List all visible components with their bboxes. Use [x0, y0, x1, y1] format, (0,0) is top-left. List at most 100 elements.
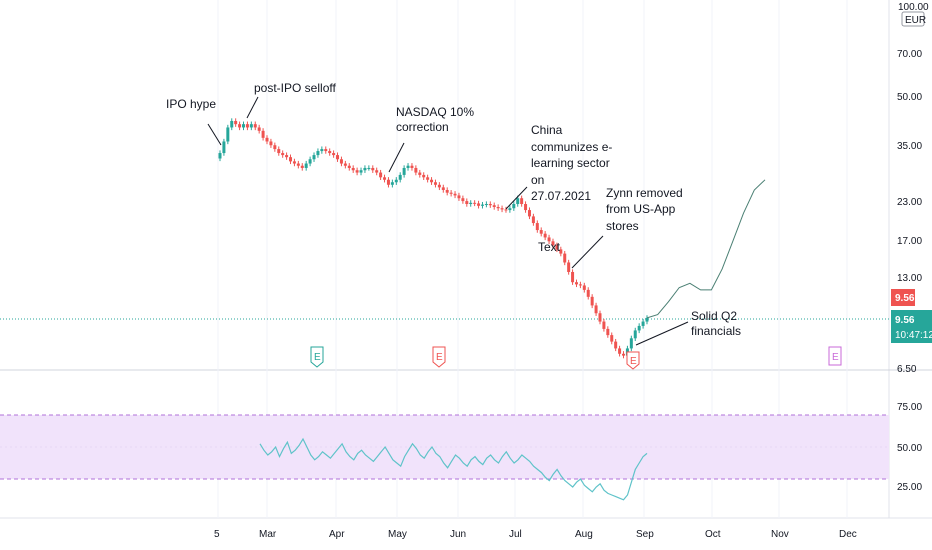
annotation-post-ipo-selloff[interactable]: post-IPO selloff	[246, 81, 336, 119]
candle-body	[265, 137, 269, 142]
time-tick: Jun	[450, 529, 466, 540]
candle-body	[477, 203, 481, 206]
candle-body	[520, 198, 524, 205]
candle-body	[571, 271, 575, 283]
candle-body	[449, 192, 453, 194]
time-tick: Aug	[575, 529, 593, 540]
candle-body	[359, 170, 363, 173]
annotation-nasdaq-correction[interactable]: NASDAQ 10% correction	[388, 105, 474, 173]
annotation-text[interactable]: Text	[538, 240, 561, 254]
rsi-axis[interactable]: 75.00 50.00 25.00	[897, 402, 922, 493]
rsi-tick: 75.00	[897, 402, 922, 413]
candle-body	[473, 202, 477, 204]
candle-body	[574, 282, 578, 285]
svg-text:E: E	[314, 352, 321, 363]
candle-body	[379, 172, 383, 178]
candle-body	[594, 305, 598, 314]
time-tick: May	[388, 529, 407, 540]
candle-body	[445, 189, 449, 193]
candle-body	[453, 193, 457, 196]
rsi-tick: 50.00	[897, 443, 922, 454]
price-tick: 50.00	[897, 92, 922, 103]
candle-body	[339, 159, 343, 164]
candle-body	[645, 317, 649, 322]
annotation-zynn[interactable]: Zynn removed from US-App stores	[571, 186, 683, 269]
price-axis[interactable]: 70.00 50.00 35.00 23.00 17.00 13.00 6.50	[897, 49, 922, 375]
candle-body	[586, 289, 590, 297]
candle-body	[402, 167, 406, 175]
candle-body	[559, 249, 563, 254]
time-axis[interactable]: 5 Mar Apr May Jun Jul Aug Sep Oct Nov De…	[214, 529, 857, 540]
candle-body	[633, 330, 637, 339]
candle-body	[230, 120, 234, 128]
candle-body	[582, 285, 586, 290]
candle-body	[398, 174, 402, 180]
time-tick: 5	[214, 529, 220, 540]
candle-body	[406, 165, 410, 168]
candle-body	[351, 167, 355, 171]
annotation-china-edu[interactable]: China communizes e- learning sector on 2…	[505, 123, 612, 210]
currency-badge[interactable]: EUR	[901, 11, 926, 27]
svg-text:27.07.2021: 27.07.2021	[531, 189, 591, 203]
candle-body	[422, 174, 426, 178]
candle-body	[292, 161, 296, 164]
candle-body	[547, 237, 551, 242]
time-tick: Dec	[839, 529, 857, 540]
svg-text:post-IPO selloff: post-IPO selloff	[254, 81, 336, 95]
svg-text:from US-App: from US-App	[606, 202, 676, 216]
candle-body	[390, 182, 394, 185]
candle-body	[590, 296, 594, 306]
earnings-marker[interactable]: E	[310, 346, 324, 368]
rsi-tick: 25.00	[897, 482, 922, 493]
candle-body	[492, 205, 496, 208]
projection-line	[646, 179, 766, 319]
annotation-ipo-hype[interactable]: IPO hype	[166, 97, 222, 146]
candle-body	[269, 141, 273, 146]
candle-body	[249, 124, 253, 128]
price-tick: 6.50	[897, 364, 917, 375]
candle-body	[496, 207, 500, 209]
candle-body	[273, 145, 277, 150]
price-tick: 13.00	[897, 273, 922, 284]
time-tick: Oct	[705, 529, 721, 540]
svg-text:IPO hype: IPO hype	[166, 97, 216, 111]
candle-body	[488, 204, 492, 206]
earnings-marker[interactable]: E	[432, 346, 446, 368]
countdown-label: 10:47:12	[895, 330, 932, 341]
candle-body	[386, 179, 390, 185]
candle-body	[328, 151, 332, 154]
candle-body	[441, 187, 445, 190]
svg-text:correction: correction	[396, 120, 449, 134]
svg-text:Text: Text	[538, 240, 561, 254]
annotation-q2[interactable]: Solid Q2 financials	[635, 309, 741, 346]
scale-top-label: 100.00	[898, 2, 929, 13]
candle-body	[430, 179, 434, 183]
candle-body	[437, 184, 441, 188]
candle-body	[355, 170, 359, 173]
svg-text:E: E	[630, 356, 637, 367]
candle-body	[332, 153, 336, 156]
svg-text:communizes e-: communizes e-	[531, 140, 612, 154]
candle-body	[504, 209, 508, 211]
earnings-marker[interactable]: E	[626, 351, 640, 370]
candle-body	[257, 127, 261, 131]
candle-body	[367, 167, 371, 169]
svg-text:financials: financials	[691, 324, 741, 338]
time-tick: Nov	[771, 529, 789, 540]
candle-body	[516, 198, 520, 205]
candle-body	[610, 335, 614, 342]
candle-body	[418, 172, 422, 175]
candle-body	[555, 245, 559, 250]
candle-body	[527, 210, 531, 217]
candle-body	[614, 341, 618, 349]
candle-body	[567, 262, 571, 272]
svg-text:E: E	[436, 352, 443, 363]
candle-body	[277, 149, 281, 154]
candle-body	[465, 201, 469, 205]
candle-body	[524, 204, 528, 211]
earnings-marker[interactable]: E	[828, 346, 842, 366]
svg-text:E: E	[832, 352, 839, 363]
candle-body	[343, 163, 347, 166]
svg-text:stores: stores	[606, 219, 639, 233]
